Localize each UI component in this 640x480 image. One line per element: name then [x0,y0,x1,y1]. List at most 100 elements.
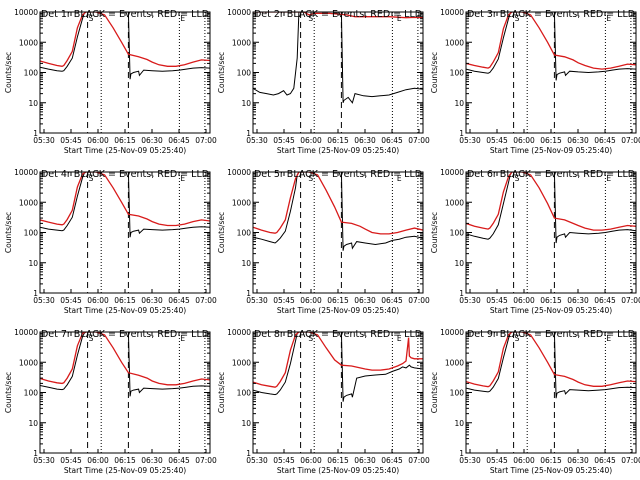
x-tick-label: 07:00 [195,456,217,465]
events-series-line [253,332,423,402]
y-tick-label: 10000 [440,8,464,17]
x-tick-label: 06:30 [567,136,589,145]
panel-title: Det 2r BLACK = Events, RED = LLD [254,9,422,20]
events-series-line [466,172,636,244]
x-axis-label: Start Time (25-Nov-09 05:25:40) [490,306,612,315]
y-tick-label: 1 [459,129,464,138]
x-tick-label: 05:45 [273,456,295,465]
x-tick-label: 06:00 [300,296,322,305]
marker-glyph: E [606,14,611,23]
y-tick-label: 1000 [19,38,38,47]
x-tick-label: 07:00 [195,136,217,145]
x-tick-label: 06:15 [114,456,136,465]
y-axis-label: Counts/sec [217,52,226,93]
x-tick-label: 06:30 [567,456,589,465]
panel-7: 05:30 05:45 06:00 06:15 06:30 06:45 07:00 1 10 10… [4,328,217,475]
y-tick-label: 1000 [445,358,464,367]
y-axis-label: Counts/sec [217,212,226,253]
y-tick-label: 10 [454,259,464,268]
y-tick-label: 10000 [14,8,38,17]
y-tick-label: 1000 [445,198,464,207]
lld-series-line [253,12,423,19]
x-tick-label: 06:00 [87,296,109,305]
x-tick-label: 05:45 [60,456,82,465]
plot-frame [39,11,211,134]
panel-title: Det 8r BLACK = Events, RED = LLD [254,329,422,340]
x-tick-label: 05:30 [33,296,55,305]
y-tick-label: 100 [450,229,465,238]
lld-series-line [253,172,423,235]
x-tick-label: 06:45 [168,296,190,305]
y-tick-label: 100 [237,229,252,238]
marker-glyph: S [89,14,94,23]
x-tick-label: 06:15 [327,296,349,305]
x-axis-label: Start Time (25-Nov-09 05:25:40) [64,306,186,315]
x-tick-label: 06:30 [354,136,376,145]
x-tick-label: 06:00 [513,456,535,465]
y-tick-label: 10000 [14,168,38,177]
x-tick-label: 06:00 [87,136,109,145]
y-tick-label: 1 [246,289,251,298]
panel-title: Det 9r BLACK = Events, RED = LLD [467,329,635,340]
x-tick-label: 07:00 [621,456,640,465]
x-tick-label: 05:45 [273,136,295,145]
x-tick-label: 06:00 [513,296,535,305]
y-tick-label: 10000 [227,328,251,337]
marker-glyph: E [397,174,402,183]
x-tick-label: 06:00 [300,136,322,145]
x-tick-label: 06:15 [327,456,349,465]
y-tick-label: 1 [246,129,251,138]
y-tick-label: 1000 [232,38,251,47]
marker-glyph: E [180,174,185,183]
x-tick-label: 06:30 [567,296,589,305]
x-axis-label: Start Time (25-Nov-09 05:25:40) [490,466,612,475]
events-series-line [466,332,636,399]
x-axis-label: Start Time (25-Nov-09 05:25:40) [64,466,186,475]
x-tick-label: 06:45 [594,296,616,305]
x-tick-label: 07:00 [621,296,640,305]
y-tick-label: 1000 [445,38,464,47]
x-tick-label: 06:15 [114,136,136,145]
y-tick-label: 10000 [440,168,464,177]
marker-glyph: S [515,334,520,343]
y-tick-label: 100 [24,389,39,398]
x-tick-label: 06:15 [327,136,349,145]
y-tick-label: 10000 [440,328,464,337]
marker-glyph: E [606,174,611,183]
y-tick-label: 10 [28,99,38,108]
x-tick-label: 07:00 [621,136,640,145]
plot-frame [465,11,637,134]
x-tick-label: 05:30 [33,456,55,465]
events-series-line [40,12,210,80]
y-tick-label: 1000 [232,198,251,207]
marker-glyph: E [397,334,402,343]
y-tick-label: 10000 [227,8,251,17]
plot-frame [465,171,637,294]
panel-title: Det 4r BLACK = Events, RED = LLD [41,169,209,180]
y-tick-label: 1 [33,449,38,458]
y-tick-label: 1 [459,289,464,298]
plot-frame [252,11,424,134]
y-tick-label: 100 [450,389,465,398]
x-tick-label: 06:30 [141,296,163,305]
marker-glyph: E [180,334,185,343]
x-tick-label: 06:45 [168,136,190,145]
y-axis-label: Counts/sec [430,372,439,413]
y-tick-label: 10 [241,419,251,428]
x-tick-label: 05:30 [459,456,481,465]
x-tick-label: 06:00 [300,456,322,465]
y-tick-label: 100 [237,389,252,398]
x-tick-label: 06:45 [594,456,616,465]
panel-2: 05:30 05:45 06:00 06:15 06:30 06:45 07:00 1 10 10… [217,8,430,155]
x-tick-label: 06:30 [354,296,376,305]
y-axis-label: Counts/sec [430,52,439,93]
panel-title: Det 5r BLACK = Events, RED = LLD [254,169,422,180]
x-tick-label: 05:45 [273,296,295,305]
x-axis-label: Start Time (25-Nov-09 05:25:40) [277,146,399,155]
x-tick-label: 05:30 [459,296,481,305]
y-tick-label: 10 [28,259,38,268]
lld-series-line [466,332,636,388]
marker-glyph: S [515,14,520,23]
plot-frame [39,331,211,454]
x-tick-label: 06:15 [540,456,562,465]
